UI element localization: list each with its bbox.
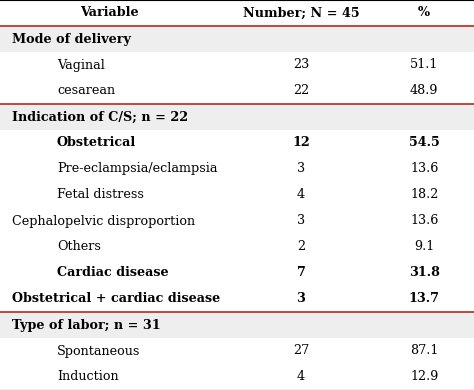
Text: Variable: Variable [80, 7, 138, 20]
Bar [0, 104, 474, 130]
Text: 51.1: 51.1 [410, 58, 438, 71]
Text: Indication of C/S; n = 22: Indication of C/S; n = 22 [12, 110, 188, 124]
Text: Number; N = 45: Number; N = 45 [243, 7, 359, 20]
Text: Spontaneous: Spontaneous [57, 344, 140, 358]
Bar [0, 312, 474, 338]
Text: 31.8: 31.8 [409, 266, 440, 280]
Text: 22: 22 [293, 85, 309, 98]
Text: 87.1: 87.1 [410, 344, 438, 358]
Text: 48.9: 48.9 [410, 85, 438, 98]
Text: 4: 4 [297, 370, 305, 383]
Text: 18.2: 18.2 [410, 188, 438, 202]
Text: Others: Others [57, 241, 101, 254]
Text: Fetal distress: Fetal distress [57, 188, 144, 202]
Text: Vaginal: Vaginal [57, 58, 105, 71]
Text: Type of labor; n = 31: Type of labor; n = 31 [12, 319, 161, 332]
Text: Cephalopelvic disproportion: Cephalopelvic disproportion [12, 215, 195, 227]
Text: 4: 4 [297, 188, 305, 202]
Text: 27: 27 [293, 344, 309, 358]
Text: Pre-eclampsia/eclampsia: Pre-eclampsia/eclampsia [57, 163, 218, 176]
Text: %: % [418, 7, 430, 20]
Text: 12.9: 12.9 [410, 370, 438, 383]
Text: 13.6: 13.6 [410, 215, 438, 227]
Text: cesarean: cesarean [57, 85, 115, 98]
Text: Obstetrical + cardiac disease: Obstetrical + cardiac disease [12, 292, 220, 305]
Text: 12: 12 [292, 136, 310, 149]
Text: 23: 23 [293, 58, 309, 71]
Text: 3: 3 [297, 163, 305, 176]
Text: 7: 7 [297, 266, 305, 280]
Text: 3: 3 [297, 215, 305, 227]
Text: 2: 2 [297, 241, 305, 254]
Text: Obstetrical: Obstetrical [57, 136, 136, 149]
Bar [0, 26, 474, 52]
Text: 54.5: 54.5 [409, 136, 439, 149]
Text: Mode of delivery: Mode of delivery [12, 32, 131, 46]
Text: 13.7: 13.7 [409, 292, 440, 305]
Text: Induction: Induction [57, 370, 118, 383]
Text: 9.1: 9.1 [414, 241, 434, 254]
Text: 3: 3 [297, 292, 305, 305]
Text: Cardiac disease: Cardiac disease [57, 266, 168, 280]
Text: 13.6: 13.6 [410, 163, 438, 176]
